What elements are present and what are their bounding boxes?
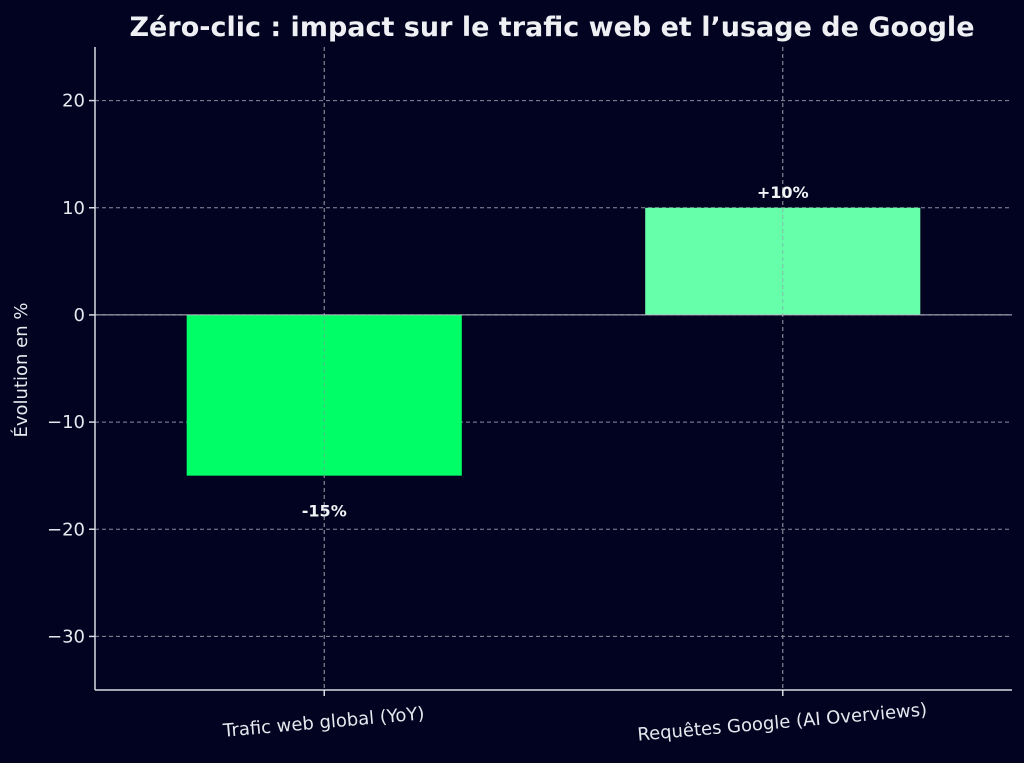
bar-data-label: +10% (757, 183, 809, 202)
y-tick-label: 0 (74, 305, 85, 326)
axes (89, 47, 1012, 696)
y-tick-label: −10 (47, 412, 85, 433)
y-tick-labels: 20 10 0 −10 −20 −30 (47, 91, 85, 648)
y-tick-label: −30 (47, 626, 85, 647)
bar-data-label: -15% (302, 502, 347, 521)
chart-title: Zéro-clic : impact sur le trafic web et … (129, 12, 974, 43)
y-tick-label: 10 (62, 198, 85, 219)
x-category-label: Trafic web global (YoY) (221, 703, 425, 742)
y-axis-label: Évolution en % (10, 303, 32, 438)
y-tick-label: 20 (62, 91, 85, 112)
x-category-labels: Trafic web global (YoY) Requêtes Google (… (221, 699, 928, 745)
bar (186, 314, 462, 476)
data-labels: -15% +10% (302, 183, 809, 521)
bars (95, 47, 1012, 690)
y-tick-label: −20 (47, 519, 85, 540)
x-category-label: Requêtes Google (AI Overviews) (637, 699, 928, 745)
